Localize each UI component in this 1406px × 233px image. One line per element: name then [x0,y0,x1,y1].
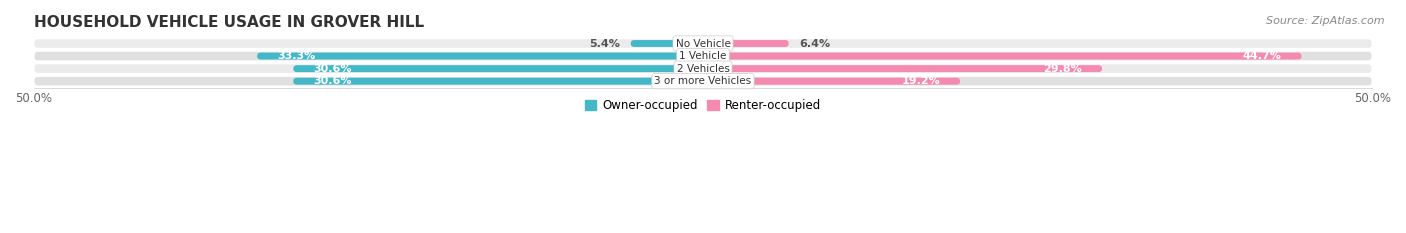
FancyBboxPatch shape [703,65,1102,72]
FancyBboxPatch shape [294,65,703,72]
Text: 33.3%: 33.3% [277,51,315,61]
Text: 30.6%: 30.6% [314,64,352,74]
FancyBboxPatch shape [703,78,960,85]
Text: 3 or more Vehicles: 3 or more Vehicles [654,76,752,86]
FancyBboxPatch shape [34,38,1372,49]
Text: 6.4%: 6.4% [800,38,831,48]
FancyBboxPatch shape [703,53,1302,59]
Text: 30.6%: 30.6% [314,76,352,86]
Text: 5.4%: 5.4% [589,38,620,48]
Text: 19.2%: 19.2% [901,76,941,86]
Text: Source: ZipAtlas.com: Source: ZipAtlas.com [1267,16,1385,26]
FancyBboxPatch shape [257,53,703,59]
FancyBboxPatch shape [34,51,1372,62]
FancyBboxPatch shape [34,63,1372,74]
Legend: Owner-occupied, Renter-occupied: Owner-occupied, Renter-occupied [579,95,827,117]
FancyBboxPatch shape [294,78,703,85]
Text: 2 Vehicles: 2 Vehicles [676,64,730,74]
Text: HOUSEHOLD VEHICLE USAGE IN GROVER HILL: HOUSEHOLD VEHICLE USAGE IN GROVER HILL [34,15,423,30]
Text: 1 Vehicle: 1 Vehicle [679,51,727,61]
Text: 29.8%: 29.8% [1043,64,1083,74]
FancyBboxPatch shape [34,76,1372,86]
FancyBboxPatch shape [703,40,789,47]
Text: 44.7%: 44.7% [1243,51,1281,61]
Text: No Vehicle: No Vehicle [675,38,731,48]
FancyBboxPatch shape [631,40,703,47]
